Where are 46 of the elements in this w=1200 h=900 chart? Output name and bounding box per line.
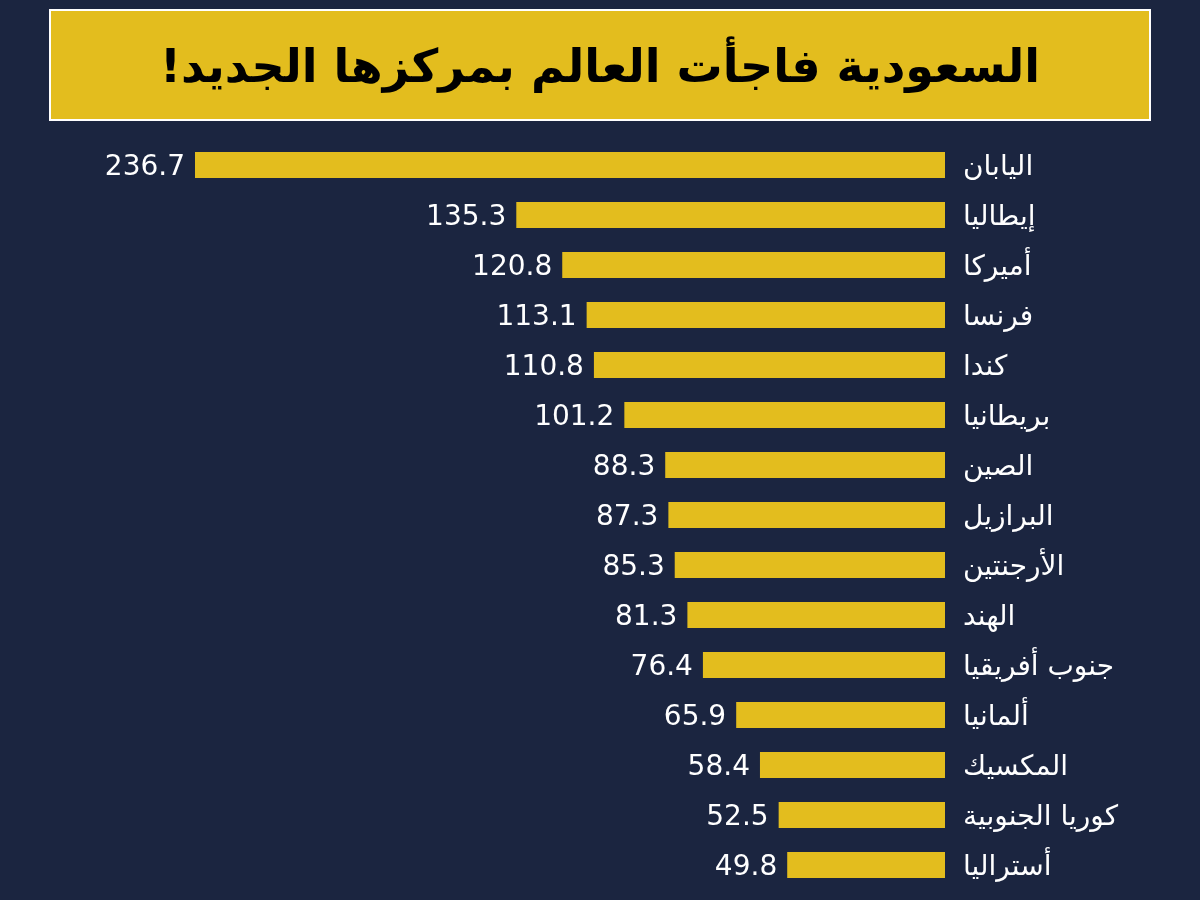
data-label: 49.8 (714, 849, 778, 882)
bar (778, 802, 945, 828)
bar (736, 702, 945, 728)
data-label: 76.4 (630, 649, 693, 682)
y-tick-label: بريطانيا (963, 399, 1051, 432)
bar (516, 202, 945, 228)
bar (759, 752, 945, 778)
data-label: 81.3 (615, 599, 678, 632)
y-tick-label: كندا (963, 349, 1008, 382)
data-label: 113.1 (496, 299, 577, 332)
y-tick-label: أستراليا (963, 846, 1052, 882)
bar (787, 852, 945, 878)
y-tick-label: المكسيك (963, 749, 1068, 782)
y-tick-label: جنوب أفريقيا (963, 646, 1115, 682)
data-label: 52.5 (706, 799, 769, 832)
data-label: 101.2 (534, 399, 615, 432)
chart-title: السعودية فاجأت العالم بمركزها الجديد! (160, 36, 1040, 93)
data-label: 236.7 (104, 149, 185, 182)
y-tick-label: ألمانيا (963, 696, 1029, 732)
bar (195, 152, 945, 178)
bar (562, 252, 945, 278)
data-label: 88.3 (592, 449, 656, 482)
bar (668, 502, 945, 528)
data-label: 135.3 (426, 199, 507, 232)
y-tick-label: البرازيل (963, 499, 1054, 532)
data-label: 85.3 (602, 549, 665, 582)
y-tick-label: كوريا الجنوبية (963, 799, 1119, 832)
bar (586, 302, 945, 328)
data-label: 65.9 (663, 699, 727, 732)
y-tick-label: اليابان (963, 149, 1034, 182)
bar (687, 602, 945, 628)
y-tick-label: الأرجنتين (963, 547, 1065, 582)
data-label: 110.8 (503, 349, 584, 382)
data-label: 87.3 (596, 499, 659, 532)
y-tick-label: أميركا (963, 246, 1032, 282)
y-tick-label: الهند (963, 599, 1016, 632)
data-label: 120.8 (472, 249, 553, 282)
bar (665, 452, 945, 478)
data-label: 58.4 (687, 749, 750, 782)
bar (593, 352, 945, 378)
bar (674, 552, 945, 578)
bar (702, 652, 945, 678)
y-tick-label: إيطاليا (963, 199, 1036, 232)
bar (624, 402, 945, 428)
y-tick-label: فرنسا (963, 299, 1034, 332)
y-tick-label: الصين (963, 449, 1034, 482)
